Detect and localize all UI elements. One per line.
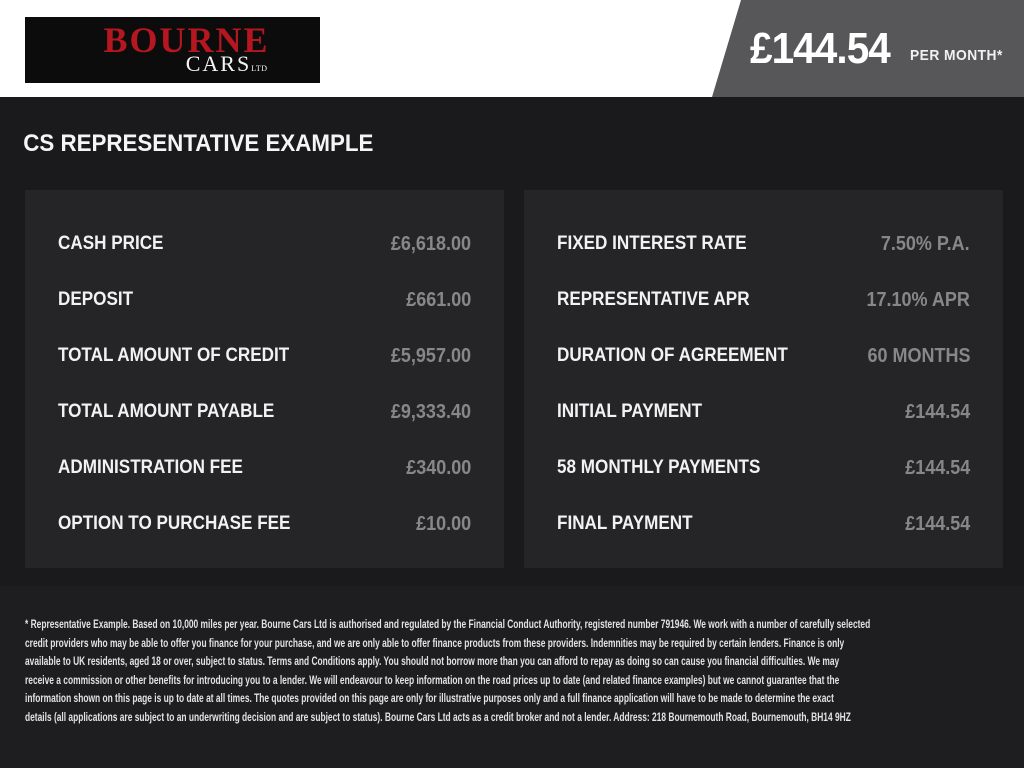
finance-panel-right: FIXED INTEREST RATE 7.50% P.A. REPRESENT… bbox=[524, 190, 1003, 568]
finance-row-value: 17.10% APR bbox=[866, 288, 970, 311]
logo-ltd-suffix: LTD bbox=[251, 63, 268, 73]
finance-row-label: DEPOSIT bbox=[58, 289, 134, 310]
finance-row-value: £9,333.40 bbox=[390, 400, 471, 423]
finance-row-label: FIXED INTEREST RATE bbox=[557, 233, 747, 254]
finance-row-value: £661.00 bbox=[405, 288, 471, 311]
disclaimer-footer: * Representative Example. Based on 10,00… bbox=[0, 586, 1024, 768]
bourne-cars-logo: BOURNE CARSLTD bbox=[25, 17, 320, 83]
finance-row-label: ADMINISTRATION FEE bbox=[58, 457, 243, 478]
finance-row-label: TOTAL AMOUNT OF CREDIT bbox=[58, 345, 290, 366]
disclaimer-line: available to UK residents, aged 18 or ov… bbox=[25, 654, 840, 668]
page-title: CS REPRESENTATIVE EXAMPLE bbox=[23, 130, 374, 157]
finance-example-section: CS REPRESENTATIVE EXAMPLE CASH PRICE £6,… bbox=[0, 97, 1024, 586]
finance-row-label: INITIAL PAYMENT bbox=[557, 401, 703, 422]
monthly-price-period: PER MONTH* bbox=[910, 47, 1003, 64]
table-row: DEPOSIT £661.00 bbox=[58, 272, 471, 328]
table-row: 58 MONTHLY PAYMENTS £144.54 bbox=[557, 440, 970, 496]
table-row: REPRESENTATIVE APR 17.10% APR bbox=[557, 272, 970, 328]
disclaimer-line: credit providers who may be able to offe… bbox=[25, 635, 845, 650]
table-row: ADMINISTRATION FEE £340.00 bbox=[58, 440, 471, 496]
finance-row-value: £144.54 bbox=[904, 400, 970, 423]
finance-row-value: £144.54 bbox=[904, 456, 970, 479]
finance-row-value: £10.00 bbox=[415, 512, 471, 535]
table-row: OPTION TO PURCHASE FEE £10.00 bbox=[58, 496, 471, 552]
finance-row-value: 60 MONTHS bbox=[866, 344, 970, 367]
finance-row-label: 58 MONTHLY PAYMENTS bbox=[557, 457, 761, 478]
finance-row-label: FINAL PAYMENT bbox=[557, 513, 693, 534]
finance-row-label: TOTAL AMOUNT PAYABLE bbox=[58, 401, 275, 422]
finance-row-label: DURATION OF AGREEMENT bbox=[557, 345, 788, 366]
finance-panel-left: CASH PRICE £6,618.00 DEPOSIT £661.00 TOT… bbox=[25, 190, 504, 568]
monthly-price-amount: £144.54 bbox=[750, 23, 891, 73]
table-row: CASH PRICE £6,618.00 bbox=[58, 216, 471, 272]
finance-row-value: 7.50% P.A. bbox=[881, 232, 970, 255]
finance-row-value: £144.54 bbox=[904, 512, 970, 535]
disclaimer-line: * Representative Example. Based on 10,00… bbox=[25, 617, 871, 631]
table-row: INITIAL PAYMENT £144.54 bbox=[557, 384, 970, 440]
monthly-price-banner: £144.54 PER MONTH* bbox=[712, 0, 1024, 97]
finance-row-value: £6,618.00 bbox=[390, 232, 471, 255]
logo-text: BOURNE CARSLTD bbox=[103, 19, 270, 78]
finance-row-label: OPTION TO PURCHASE FEE bbox=[58, 513, 291, 534]
disclaimer-line: details (all applications are subject to… bbox=[25, 709, 851, 724]
finance-row-value: £5,957.00 bbox=[390, 344, 471, 367]
table-row: FIXED INTEREST RATE 7.50% P.A. bbox=[557, 216, 970, 272]
disclaimer-line: information shown on this page is up to … bbox=[25, 691, 834, 705]
finance-row-label: REPRESENTATIVE APR bbox=[557, 289, 750, 310]
logo-secondary-text: CARSLTD bbox=[103, 52, 269, 78]
logo-primary-text: BOURNE bbox=[103, 19, 270, 60]
logo-cars-text: CARS bbox=[185, 50, 252, 76]
table-row: DURATION OF AGREEMENT 60 MONTHS bbox=[557, 328, 970, 384]
table-row: TOTAL AMOUNT PAYABLE £9,333.40 bbox=[58, 384, 471, 440]
table-row: TOTAL AMOUNT OF CREDIT £5,957.00 bbox=[58, 328, 471, 384]
finance-row-value: £340.00 bbox=[405, 456, 471, 479]
finance-row-label: CASH PRICE bbox=[58, 233, 164, 254]
disclaimer-line: receive a commission or other benefits f… bbox=[25, 672, 840, 687]
header: BOURNE CARSLTD £144.54 PER MONTH* bbox=[0, 0, 1024, 97]
finance-panels: CASH PRICE £6,618.00 DEPOSIT £661.00 TOT… bbox=[25, 190, 1003, 568]
table-row: FINAL PAYMENT £144.54 bbox=[557, 496, 970, 552]
